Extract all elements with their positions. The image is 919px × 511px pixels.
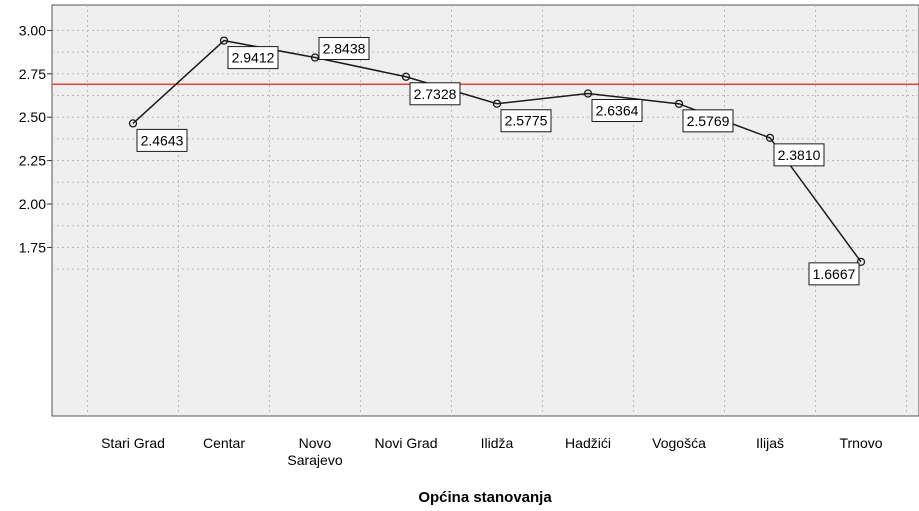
data-label-text: 2.3810: [778, 147, 821, 163]
data-point: [583, 89, 593, 98]
x-tick-label: Sarajevo: [287, 452, 342, 468]
data-label: 2.6364: [591, 99, 643, 123]
data-label: 2.8438: [318, 37, 370, 61]
data-label-box: [227, 46, 279, 70]
data-label: 2.9412: [227, 46, 279, 70]
y-tick-label: 2.50: [19, 109, 46, 125]
data-label-box: [773, 143, 825, 167]
x-tick-label: Hadžići: [565, 435, 611, 451]
x-tick-label: Trnovo: [839, 435, 882, 451]
data-label-text: 2.9412: [232, 50, 275, 66]
y-tick-label: 2.75: [19, 66, 46, 82]
data-label-text: 2.7328: [414, 86, 457, 102]
x-tick-label: Stari Grad: [101, 435, 165, 451]
data-label: 2.4643: [136, 128, 188, 152]
data-label-box: [318, 37, 370, 61]
data-label-text: 2.6364: [596, 103, 639, 119]
data-label-text: 2.4643: [141, 132, 184, 148]
y-tick-label: 1.75: [19, 239, 46, 255]
x-tick-label: Centar: [203, 435, 245, 451]
data-label-text: 2.5769: [687, 113, 730, 129]
x-axis-title: Općina stanovanja: [418, 489, 552, 506]
data-label: 1.6667: [808, 262, 860, 286]
data-label-text: 2.5775: [505, 113, 548, 129]
data-label: 2.5769: [682, 109, 734, 133]
data-label: 2.5775: [500, 109, 552, 133]
x-tick-label: Novo: [299, 435, 332, 451]
data-labels: 2.4643 2.9412 2.8438 2.7328 2.5775 2.6364 2.57…: [136, 37, 860, 286]
y-axis: 1.75 2.00 2.25 2.50 2.75 3.00: [19, 22, 52, 255]
data-point: [674, 99, 684, 109]
data-point: [401, 72, 411, 81]
data-point: [219, 36, 229, 45]
data-label-text: 2.8438: [323, 41, 366, 57]
data-points: [128, 36, 866, 267]
data-label: 2.7328: [409, 82, 461, 106]
x-tick-label: Vogošća: [652, 435, 706, 451]
data-point: [492, 99, 502, 108]
data-label-box: [591, 99, 643, 123]
data-point: [765, 133, 775, 143]
y-tick-label: 2.00: [19, 196, 46, 212]
x-tick-label: Novi Grad: [374, 435, 437, 451]
data-label-box: [682, 109, 734, 133]
plot-area: [51, 4, 919, 417]
data-label-box: [136, 128, 188, 152]
y-tick-label: 3.00: [19, 22, 46, 38]
data-label-text: 1.6667: [813, 266, 856, 282]
data-label-box: [500, 109, 552, 133]
data-point: [856, 257, 866, 267]
y-tick-label: 2.25: [19, 153, 46, 169]
x-tick-label: Ilidža: [481, 435, 514, 451]
data-point: [128, 119, 138, 128]
grid: [52, 5, 919, 416]
data-label-box: [808, 262, 860, 286]
x-tick-label: Ilijaš: [756, 435, 784, 451]
data-label-box: [409, 82, 461, 106]
data-label: 2.3810: [773, 143, 825, 167]
